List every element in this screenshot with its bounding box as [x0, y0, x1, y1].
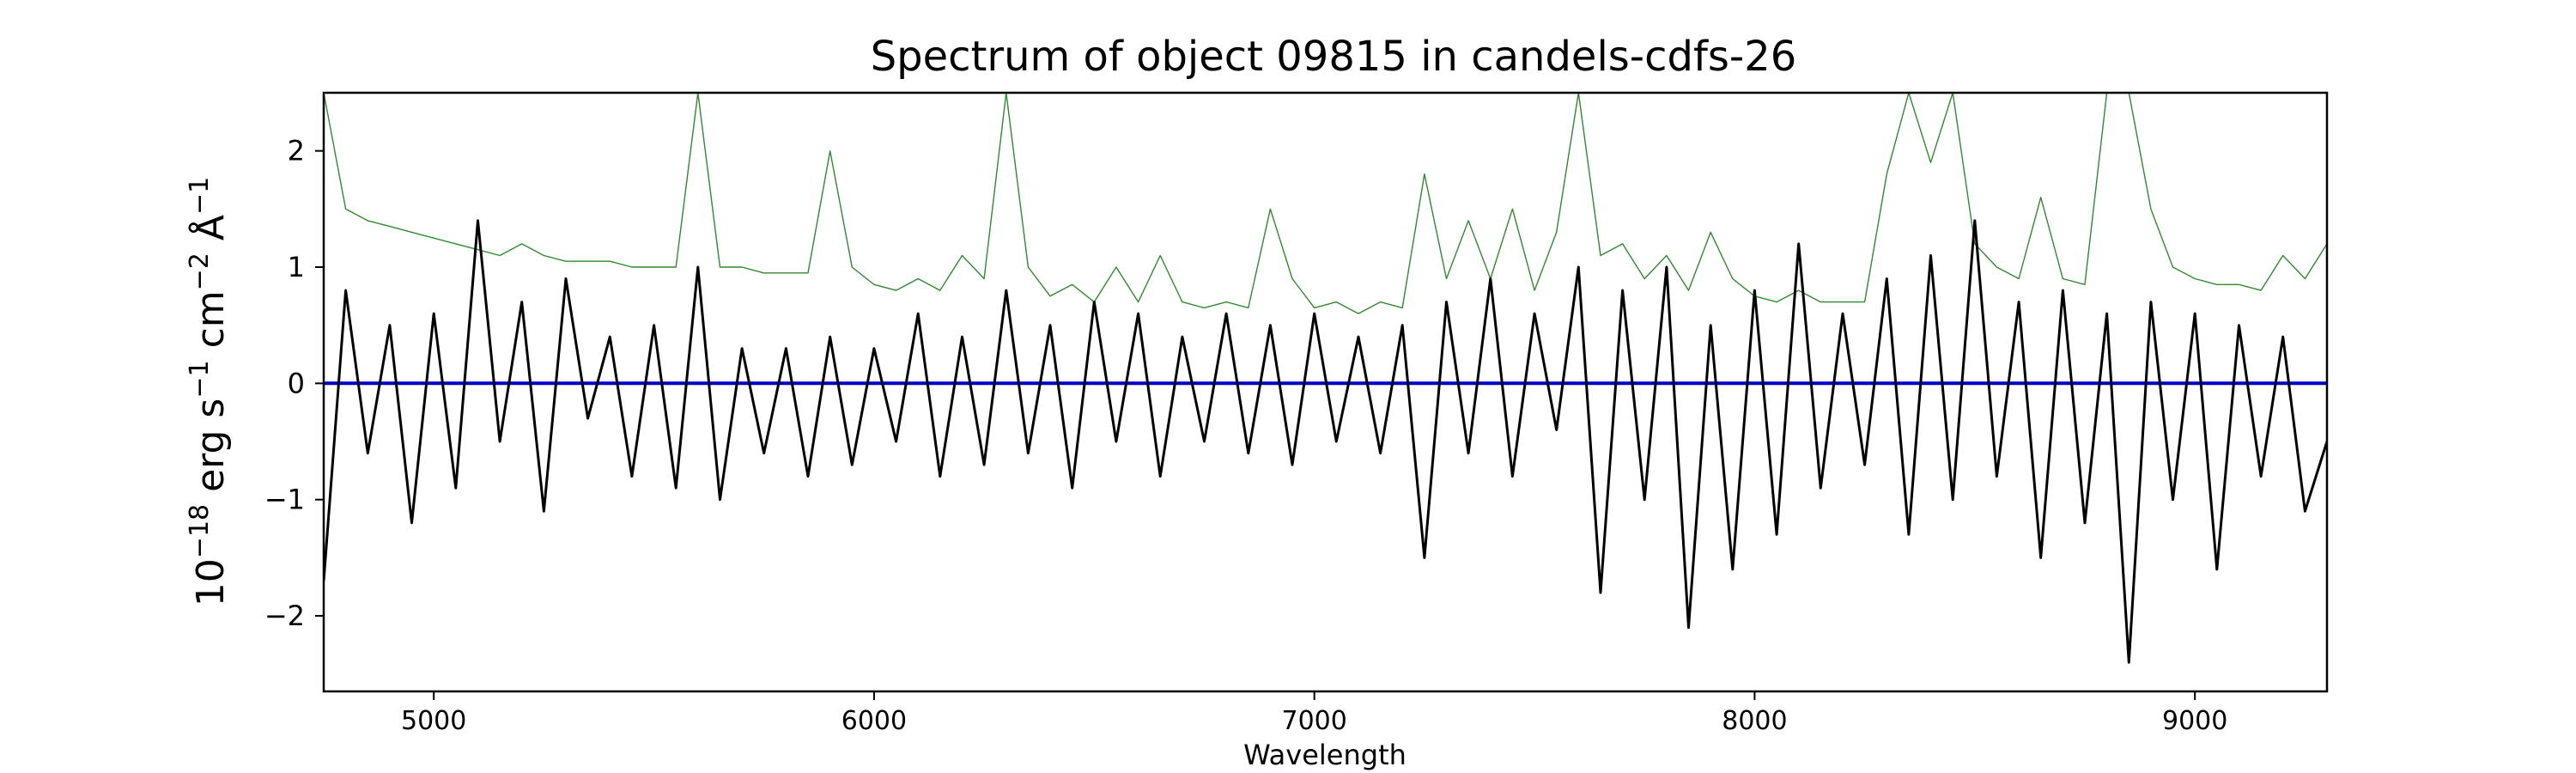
ylabel-cm: cm	[189, 290, 233, 360]
ylabel-base: 10	[189, 558, 233, 606]
y-tick-label: −2	[264, 600, 305, 632]
x-axis-label: Wavelength	[1243, 739, 1406, 771]
uncertainty-series-line	[324, 93, 2327, 314]
x-tick-label: 6000	[841, 706, 907, 736]
y-tick-label: 1	[288, 251, 305, 283]
series-layer	[324, 93, 2327, 664]
ylabel-erg-s: erg s	[189, 399, 233, 504]
x-tick-label: 8000	[1722, 706, 1787, 736]
ylabel-exp-cm: −2	[185, 253, 215, 290]
chart-title: Spectrum of object 09815 in candels-cdfs…	[871, 33, 1797, 81]
ylabel-exp-angstrom: −1	[185, 177, 215, 215]
ylabel-exp-18: −18	[185, 504, 215, 558]
ylabel-exp-s: −1	[185, 360, 215, 398]
y-axis-label: 10−18 erg s−1 cm−2 Å−1	[185, 177, 233, 606]
ylabel-angstrom: Å	[187, 215, 233, 253]
x-axis-ticks: 5000 6000 7000 8000 9000	[401, 691, 2227, 736]
x-tick-label: 9000	[2162, 706, 2227, 736]
y-tick-label: 0	[288, 367, 305, 399]
y-axis-ticks: 2 1 0 −1 −2	[264, 135, 324, 632]
flux-series-line	[324, 219, 2327, 664]
y-tick-label: 2	[288, 135, 305, 167]
y-tick-label: −1	[264, 484, 305, 516]
plot-frame	[322, 91, 2329, 693]
x-tick-label: 5000	[401, 706, 466, 736]
x-tick-label: 7000	[1282, 706, 1347, 736]
